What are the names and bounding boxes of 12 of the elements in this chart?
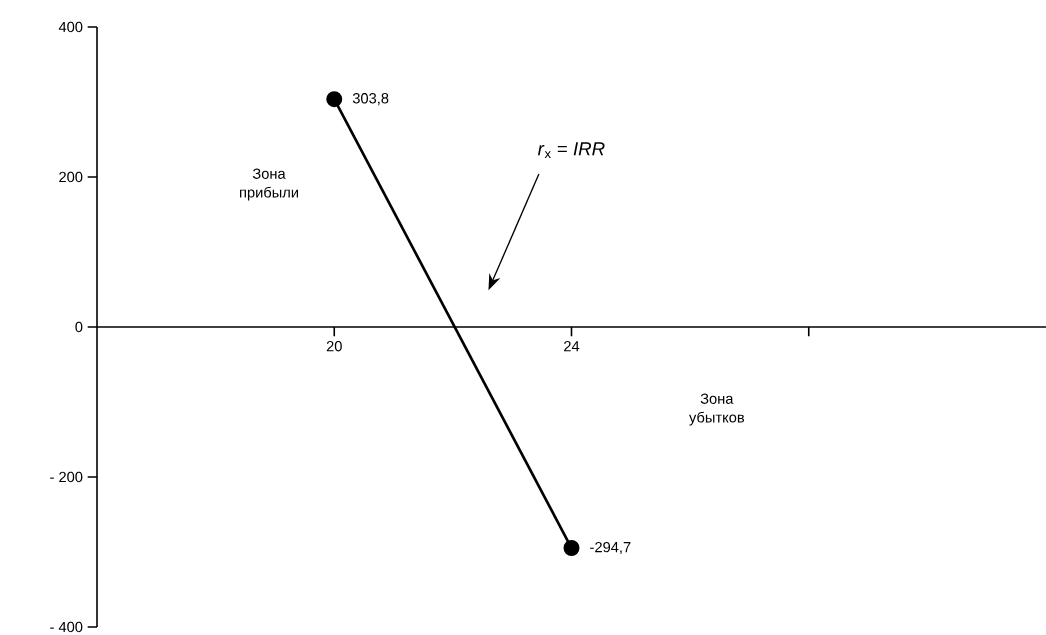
- annotation: r$_{x}$ = IRR: [537, 142, 605, 159]
- data-label: 303,8: [352, 93, 389, 106]
- annotation: Зона убытков: [689, 393, 745, 426]
- data-label: -294,7: [590, 541, 631, 555]
- annotation: Зона прибыли: [240, 168, 298, 201]
- y-tick-label: 400: [58, 21, 83, 33]
- x-tick-label: 24: [564, 341, 580, 352]
- y-tick-label: - 200: [50, 471, 83, 483]
- y-tick-label: 200: [59, 171, 83, 183]
- y-tick-label: - 400: [50, 621, 83, 633]
- x-tick-label: 20: [326, 341, 342, 352]
- y-tick-label: 0: [75, 321, 83, 333]
